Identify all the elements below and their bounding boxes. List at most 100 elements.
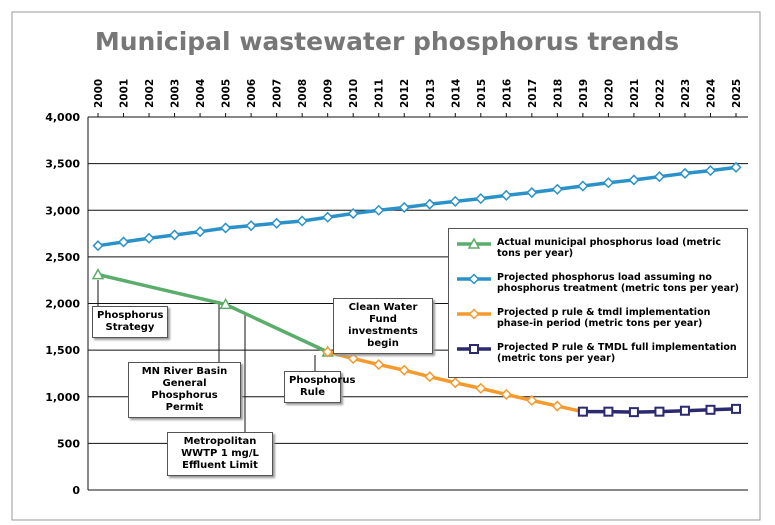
legend-entry: Actual municipal phosphorus load (metric… — [455, 237, 741, 272]
point — [373, 204, 385, 216]
point — [322, 346, 334, 358]
point — [398, 201, 410, 214]
annotation: Phosphorus Rule — [284, 371, 355, 403]
point — [577, 180, 589, 192]
x-tick-label: 2018 — [552, 79, 564, 108]
point — [475, 382, 487, 394]
point — [143, 232, 155, 244]
x-tick-label: 2016 — [501, 79, 513, 108]
chart-title: Municipal wastewater phosphorus trends — [95, 27, 679, 56]
point — [194, 226, 206, 238]
point — [296, 215, 308, 227]
legend-label: Projected p rule & tmdl implementation p… — [497, 307, 711, 329]
point — [467, 238, 481, 249]
x-tick-label: 2020 — [603, 79, 615, 108]
x-tick-label: 2012 — [399, 79, 411, 108]
point — [347, 352, 359, 365]
y-tick-label: 4,000 — [45, 111, 80, 124]
x-tick-label: 2025 — [731, 79, 743, 108]
point — [731, 403, 741, 414]
legend-swatch — [457, 273, 491, 285]
legend: Actual municipal phosphorus load (metric… — [448, 228, 748, 378]
legend-label: Projected phosphorus load assuming no ph… — [497, 272, 740, 294]
point — [602, 177, 614, 189]
point — [373, 359, 385, 371]
point — [628, 407, 639, 418]
point — [500, 388, 512, 400]
legend-entry: Projected phosphorus load assuming no ph… — [455, 272, 741, 307]
point — [91, 268, 105, 280]
point — [679, 167, 691, 179]
x-tick-label: 2003 — [170, 79, 182, 108]
point — [424, 371, 436, 383]
y-tick-label: 1,500 — [45, 344, 80, 357]
point — [526, 186, 538, 199]
y-tick-label: 2,500 — [45, 251, 80, 264]
x-tick-label: 2001 — [119, 79, 131, 108]
legend-entry: Projected P rule & TMDL full implementat… — [455, 342, 741, 377]
x-tick-label: 2011 — [374, 79, 386, 108]
point — [449, 377, 461, 389]
x-tick-label: 2015 — [476, 79, 488, 108]
point — [653, 171, 666, 183]
annotation: Clean Water Fund investments begin — [333, 298, 433, 354]
annotation: MN River Basin General Phosphorus Permit — [128, 362, 241, 418]
point — [705, 404, 716, 415]
point — [271, 217, 283, 229]
x-tick-label: 2004 — [195, 79, 207, 108]
y-tick-label: 3,500 — [45, 158, 80, 171]
legend-swatch — [457, 308, 491, 320]
point — [322, 211, 334, 223]
legend-entry: Projected p rule & tmdl implementation p… — [455, 307, 741, 342]
y-tick-label: 0 — [72, 484, 80, 497]
point — [628, 174, 640, 186]
legend-swatch — [457, 238, 491, 249]
y-tick-label: 3,000 — [45, 204, 80, 217]
x-tick-label: 2007 — [272, 79, 284, 108]
y-tick-label: 1,000 — [45, 391, 80, 404]
x-tick-label: 2017 — [527, 79, 539, 108]
point — [469, 344, 479, 354]
point — [603, 406, 614, 417]
point — [117, 236, 130, 248]
y-tick-label: 500 — [57, 437, 80, 450]
x-tick-label: 2002 — [144, 79, 156, 108]
point — [551, 400, 563, 412]
x-tick-label: 2010 — [348, 79, 360, 108]
x-tick-label: 2023 — [680, 79, 692, 108]
point — [500, 189, 512, 201]
point — [654, 406, 665, 417]
annotation: Phosphorus Strategy — [92, 306, 168, 338]
point — [468, 308, 480, 320]
x-tick-label: 2024 — [705, 79, 717, 108]
point — [679, 405, 690, 416]
legend-label: Actual municipal phosphorus load (metric… — [497, 237, 721, 259]
x-tick-label: 2005 — [221, 79, 233, 108]
point — [551, 183, 563, 195]
x-tick-label: 2021 — [629, 79, 641, 108]
point — [424, 198, 436, 210]
point — [526, 394, 538, 407]
point — [577, 406, 588, 417]
x-tick-label: 2008 — [297, 79, 309, 108]
point — [168, 229, 181, 241]
point — [220, 222, 232, 234]
point — [468, 273, 480, 285]
point — [245, 220, 257, 232]
point — [730, 161, 742, 173]
point — [475, 193, 487, 205]
x-tick-label: 2006 — [246, 79, 258, 108]
x-tick-label: 2009 — [323, 79, 335, 108]
x-tick-label: 2000 — [93, 79, 105, 108]
x-tick-label: 2014 — [450, 79, 462, 108]
point — [219, 297, 232, 310]
x-tick-label: 2022 — [654, 79, 666, 108]
x-tick-label: 2019 — [578, 79, 590, 108]
x-tick-label: 2013 — [425, 79, 437, 108]
point — [398, 364, 410, 376]
annotation: Metropolitan WWTP 1 mg/L Effluent Limit — [167, 432, 273, 476]
point — [704, 165, 717, 177]
legend-label: Projected P rule & TMDL full implementat… — [497, 342, 737, 364]
y-tick-label: 2,000 — [45, 298, 80, 311]
